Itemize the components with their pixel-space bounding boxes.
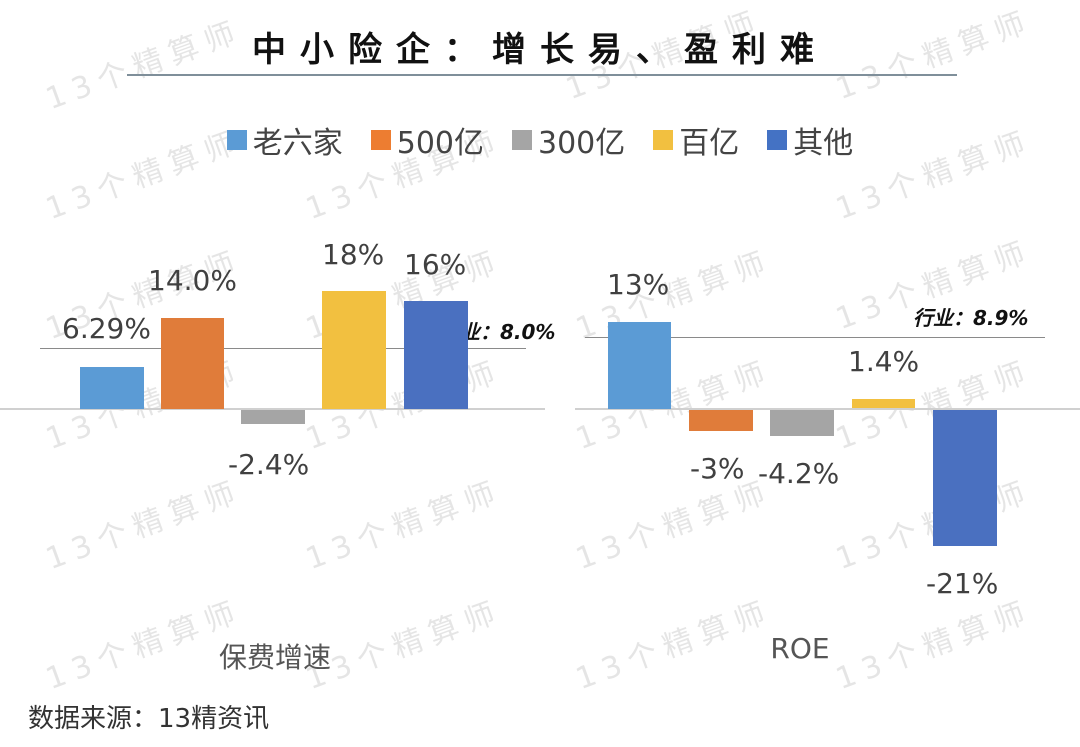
watermark: 13个精算师 [831, 593, 1038, 697]
data-label: -21% [926, 567, 999, 600]
data-source: 数据来源：13精资讯 [28, 704, 270, 734]
legend-swatch-icon [226, 130, 247, 150]
data-label: 14.0% [148, 264, 237, 297]
legend-item: 300亿 [512, 118, 625, 162]
bar-500yi [161, 318, 224, 409]
industry-line [40, 348, 526, 349]
data-label: 6.29% [62, 312, 151, 345]
data-label: 13% [607, 268, 670, 301]
chart-title: 中小险企：增长易、盈利难 [252, 30, 828, 70]
bar-other [404, 301, 468, 409]
watermark: 13个精算师 [571, 243, 778, 347]
legend-swatch-icon [767, 130, 788, 150]
watermark: 13个精算师 [41, 473, 248, 577]
bar-baiyi [322, 291, 386, 409]
bar-300yi [241, 410, 305, 424]
legend: 老六家 500亿 300亿 百亿 其他 [0, 118, 1080, 162]
data-label: -3% [690, 452, 745, 485]
bar-laoliujia [608, 322, 671, 409]
bar-other [933, 410, 997, 546]
data-label: 18% [322, 238, 385, 271]
legend-label: 百亿 [679, 126, 740, 161]
legend-swatch-icon [370, 130, 391, 150]
bar-laoliujia [80, 367, 144, 409]
category-label: 保费增速 [218, 641, 331, 674]
industry-label: 行业：8.9% [913, 306, 1029, 330]
data-label: 1.4% [848, 345, 920, 378]
legend-label: 300亿 [538, 126, 626, 161]
legend-item: 老六家 [226, 118, 343, 162]
industry-line [585, 337, 1045, 338]
legend-swatch-icon [512, 130, 532, 150]
data-label: -2.4% [228, 448, 310, 481]
legend-label: 500亿 [396, 126, 484, 161]
data-label: -4.2% [758, 457, 840, 490]
legend-label: 老六家 [252, 126, 343, 161]
title-underline [127, 74, 957, 76]
zero-axis [575, 408, 1080, 410]
data-label: 16% [404, 248, 467, 281]
watermark: 13个精算师 [571, 473, 778, 577]
zero-axis [0, 408, 545, 410]
legend-item: 500亿 [370, 118, 484, 162]
watermark: 13个精算师 [301, 473, 508, 577]
legend-item: 其他 [767, 118, 853, 162]
legend-label: 其他 [793, 126, 854, 161]
bar-300yi [770, 410, 834, 436]
legend-swatch-icon [653, 130, 674, 150]
bar-baiyi [852, 399, 915, 408]
category-label: ROE [770, 632, 830, 665]
watermark: 13个精算师 [571, 353, 778, 457]
legend-item: 百亿 [653, 118, 739, 162]
bar-500yi [689, 410, 753, 431]
